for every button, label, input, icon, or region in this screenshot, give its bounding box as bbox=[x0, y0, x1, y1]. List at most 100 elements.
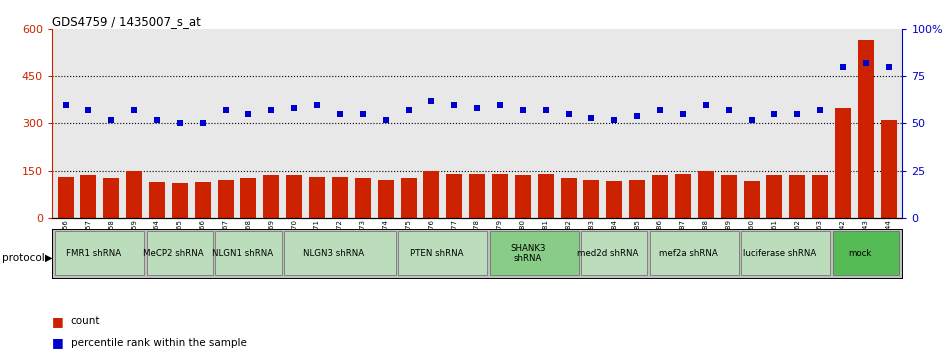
Text: luciferase shRNA: luciferase shRNA bbox=[743, 249, 817, 258]
Point bbox=[584, 115, 599, 121]
Text: percentile rank within the sample: percentile rank within the sample bbox=[71, 338, 247, 348]
Bar bbox=[721, 175, 737, 218]
Text: count: count bbox=[71, 316, 100, 326]
Point bbox=[286, 105, 301, 111]
Point bbox=[81, 107, 96, 113]
Bar bbox=[629, 180, 645, 218]
Text: mef2a shRNA: mef2a shRNA bbox=[658, 249, 718, 258]
Point bbox=[104, 117, 119, 123]
Bar bbox=[355, 179, 371, 218]
Bar bbox=[698, 171, 714, 218]
Bar bbox=[57, 177, 73, 218]
FancyBboxPatch shape bbox=[581, 231, 647, 275]
Point bbox=[607, 117, 622, 123]
Text: med2d shRNA: med2d shRNA bbox=[577, 249, 639, 258]
Text: GDS4759 / 1435007_s_at: GDS4759 / 1435007_s_at bbox=[52, 15, 201, 28]
Bar bbox=[149, 182, 165, 218]
Bar bbox=[264, 175, 280, 218]
Bar bbox=[218, 180, 234, 218]
Point bbox=[789, 111, 804, 117]
Point bbox=[447, 102, 462, 107]
Point bbox=[881, 64, 896, 70]
FancyBboxPatch shape bbox=[216, 231, 282, 275]
FancyBboxPatch shape bbox=[284, 231, 396, 275]
FancyBboxPatch shape bbox=[741, 231, 831, 275]
Text: ■: ■ bbox=[52, 315, 63, 328]
Bar bbox=[538, 174, 554, 218]
Point bbox=[538, 107, 553, 113]
Bar bbox=[400, 179, 416, 218]
Point bbox=[744, 117, 759, 123]
FancyBboxPatch shape bbox=[398, 231, 487, 275]
Point bbox=[378, 117, 393, 123]
Bar bbox=[195, 182, 211, 218]
Bar bbox=[423, 171, 439, 218]
Point bbox=[858, 60, 873, 66]
Text: mock: mock bbox=[848, 249, 871, 258]
Point bbox=[195, 121, 210, 126]
Bar bbox=[858, 40, 874, 218]
Point bbox=[355, 111, 370, 117]
Point bbox=[515, 107, 530, 113]
Point bbox=[561, 111, 577, 117]
Point bbox=[126, 107, 141, 113]
FancyBboxPatch shape bbox=[56, 231, 144, 275]
Point bbox=[150, 117, 165, 123]
Point bbox=[813, 107, 828, 113]
FancyBboxPatch shape bbox=[650, 231, 739, 275]
Bar bbox=[378, 180, 394, 218]
Text: NLGN1 shRNA: NLGN1 shRNA bbox=[212, 249, 273, 258]
Bar bbox=[812, 175, 828, 218]
Bar bbox=[240, 179, 256, 218]
Bar bbox=[80, 175, 96, 218]
Bar bbox=[492, 174, 508, 218]
Point bbox=[310, 102, 325, 107]
Point bbox=[493, 102, 508, 107]
Point bbox=[653, 107, 668, 113]
Text: ■: ■ bbox=[52, 337, 63, 350]
FancyBboxPatch shape bbox=[147, 231, 213, 275]
Text: PTEN shRNA: PTEN shRNA bbox=[410, 249, 463, 258]
Point bbox=[172, 121, 187, 126]
Bar bbox=[607, 181, 623, 218]
Text: FMR1 shRNA: FMR1 shRNA bbox=[66, 249, 122, 258]
Point bbox=[469, 105, 484, 111]
Point bbox=[241, 111, 256, 117]
Point bbox=[767, 111, 782, 117]
Text: SHANK3
shRNA: SHANK3 shRNA bbox=[511, 244, 545, 262]
Bar bbox=[286, 175, 302, 218]
Bar bbox=[743, 181, 759, 218]
Point bbox=[698, 102, 713, 107]
Point bbox=[218, 107, 233, 113]
Point bbox=[836, 64, 851, 70]
Text: protocol: protocol bbox=[2, 253, 44, 263]
Point bbox=[629, 113, 644, 119]
Bar bbox=[447, 174, 463, 218]
Bar bbox=[674, 174, 690, 218]
Bar bbox=[835, 108, 851, 218]
Bar bbox=[309, 177, 325, 218]
Bar bbox=[332, 177, 348, 218]
Bar bbox=[515, 175, 531, 218]
Bar bbox=[767, 175, 783, 218]
Bar bbox=[469, 174, 485, 218]
Bar bbox=[652, 175, 668, 218]
Bar bbox=[126, 171, 142, 218]
Text: ▶: ▶ bbox=[45, 253, 53, 263]
FancyBboxPatch shape bbox=[833, 231, 899, 275]
Bar bbox=[104, 179, 120, 218]
Point bbox=[333, 111, 348, 117]
Point bbox=[722, 107, 737, 113]
Text: MeCP2 shRNA: MeCP2 shRNA bbox=[143, 249, 204, 258]
Bar bbox=[881, 120, 897, 218]
Bar bbox=[789, 175, 805, 218]
Point bbox=[424, 98, 439, 104]
Point bbox=[264, 107, 279, 113]
FancyBboxPatch shape bbox=[490, 231, 579, 275]
Bar bbox=[560, 179, 577, 218]
Point bbox=[675, 111, 690, 117]
Text: NLGN3 shRNA: NLGN3 shRNA bbox=[303, 249, 365, 258]
Point bbox=[58, 102, 73, 107]
Point bbox=[401, 107, 416, 113]
Bar bbox=[583, 180, 599, 218]
